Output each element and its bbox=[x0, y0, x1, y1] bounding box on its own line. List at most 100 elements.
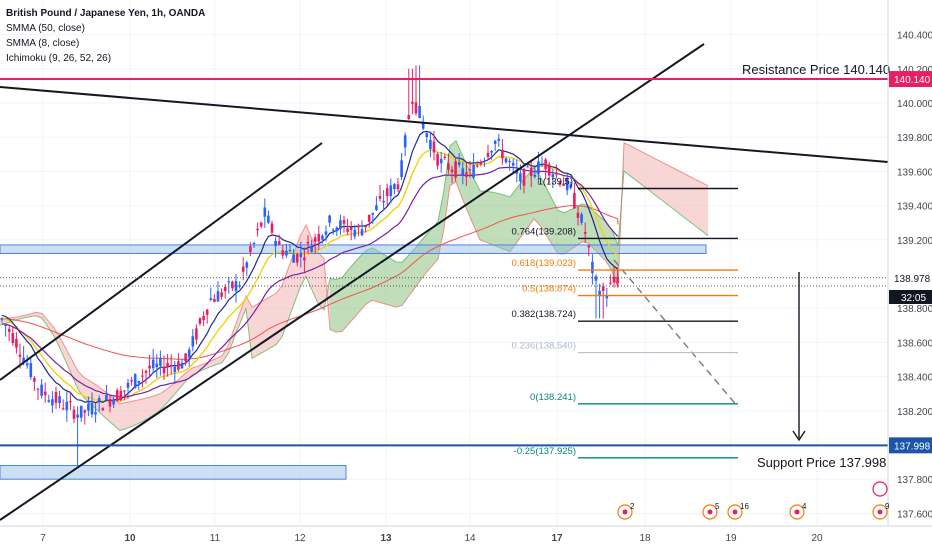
candle-body[interactable] bbox=[259, 222, 263, 227]
candle-body[interactable] bbox=[72, 409, 76, 419]
channel-lower-line[interactable] bbox=[0, 43, 705, 521]
downtrend-line[interactable] bbox=[0, 86, 889, 163]
candle-body[interactable] bbox=[173, 366, 177, 373]
candle-body[interactable] bbox=[429, 139, 432, 150]
candle-body[interactable] bbox=[591, 261, 594, 274]
candle-body[interactable] bbox=[141, 375, 144, 377]
uk-flag-icon[interactable] bbox=[872, 481, 888, 497]
candle-body[interactable] bbox=[4, 324, 7, 327]
candle-body[interactable] bbox=[504, 158, 508, 163]
candle-body[interactable] bbox=[263, 207, 267, 217]
candle-body[interactable] bbox=[565, 178, 569, 191]
legend-smma50[interactable]: SMMA (50, close) bbox=[6, 23, 85, 34]
candle-body[interactable] bbox=[403, 135, 407, 148]
candle-body[interactable] bbox=[349, 226, 353, 230]
candle-body[interactable] bbox=[213, 298, 216, 302]
candle-body[interactable] bbox=[256, 228, 259, 231]
candle-body[interactable] bbox=[609, 282, 612, 284]
legend-smma8[interactable]: SMMA (8, close) bbox=[6, 38, 80, 49]
candle-body[interactable] bbox=[465, 172, 468, 177]
candle-body[interactable] bbox=[97, 398, 101, 402]
candle-body[interactable] bbox=[36, 388, 40, 390]
candle-body[interactable] bbox=[249, 246, 252, 253]
candle-body[interactable] bbox=[389, 185, 393, 197]
fib-retracement[interactable]: 1(139.5) 0.764(139.208) 0.618(139.023) 0.5(… bbox=[512, 177, 738, 459]
candle-body[interactable] bbox=[367, 214, 371, 222]
channel-upper-line[interactable] bbox=[0, 142, 323, 381]
candle-body[interactable] bbox=[184, 353, 187, 362]
candles[interactable] bbox=[0, 65, 619, 466]
candle-body[interactable] bbox=[123, 390, 126, 392]
candle-body[interactable] bbox=[202, 316, 205, 321]
candle-body[interactable] bbox=[177, 361, 180, 370]
candle-body[interactable] bbox=[151, 359, 155, 369]
candle-body[interactable] bbox=[180, 362, 184, 369]
candle-body[interactable] bbox=[335, 227, 339, 232]
candle-body[interactable] bbox=[364, 225, 367, 228]
symbol-title[interactable]: British Pound / Japanese Yen, 1h, OANDA bbox=[6, 8, 206, 19]
candle-body[interactable] bbox=[313, 237, 317, 242]
candle-body[interactable] bbox=[119, 390, 123, 401]
candle-body[interactable] bbox=[288, 249, 292, 252]
candle-body[interactable] bbox=[551, 174, 555, 178]
candle-body[interactable] bbox=[331, 229, 335, 231]
candle-body[interactable] bbox=[198, 318, 202, 324]
candle-body[interactable] bbox=[191, 336, 195, 347]
candle-body[interactable] bbox=[342, 220, 346, 224]
candle-body[interactable] bbox=[227, 281, 231, 283]
candle-body[interactable] bbox=[601, 286, 605, 292]
candle-body[interactable] bbox=[375, 205, 378, 211]
candle-body[interactable] bbox=[490, 151, 493, 153]
candle-body[interactable] bbox=[18, 354, 22, 357]
candle-body[interactable] bbox=[346, 228, 349, 232]
candle-body[interactable] bbox=[576, 212, 580, 218]
candle-body[interactable] bbox=[79, 405, 83, 418]
candle-body[interactable] bbox=[245, 262, 249, 268]
candle-body[interactable] bbox=[306, 241, 310, 244]
candle-body[interactable] bbox=[328, 215, 331, 223]
candle-body[interactable] bbox=[69, 401, 72, 403]
candle-body[interactable] bbox=[421, 122, 425, 129]
candle-body[interactable] bbox=[493, 140, 497, 144]
candle-body[interactable] bbox=[220, 292, 223, 297]
candle-body[interactable] bbox=[241, 266, 245, 272]
candle-body[interactable] bbox=[33, 377, 36, 382]
candle-body[interactable] bbox=[508, 160, 511, 162]
candle-body[interactable] bbox=[544, 159, 547, 170]
candle-body[interactable] bbox=[547, 164, 551, 176]
candle-body[interactable] bbox=[101, 408, 105, 411]
candle-body[interactable] bbox=[11, 333, 15, 343]
candle-body[interactable] bbox=[616, 276, 619, 284]
price-axis[interactable]: 140.400 140.200 140.000 139.800 139.600 139.4… bbox=[887, 0, 932, 526]
candle-body[interactable] bbox=[400, 160, 403, 178]
candle-body[interactable] bbox=[555, 173, 558, 175]
candle-body[interactable] bbox=[360, 229, 364, 236]
candle-body[interactable] bbox=[529, 167, 533, 177]
candle-body[interactable] bbox=[537, 161, 540, 174]
candle-body[interactable] bbox=[339, 220, 342, 229]
candle-body[interactable] bbox=[115, 390, 119, 402]
candle-body[interactable] bbox=[501, 149, 504, 159]
candle-body[interactable] bbox=[87, 403, 90, 411]
candle-body[interactable] bbox=[274, 240, 277, 246]
candle-body[interactable] bbox=[450, 169, 454, 172]
candle-body[interactable] bbox=[533, 174, 537, 177]
candle-body[interactable] bbox=[526, 166, 529, 168]
candle-body[interactable] bbox=[475, 165, 479, 167]
candle-body[interactable] bbox=[605, 295, 609, 299]
candle-body[interactable] bbox=[414, 102, 418, 114]
candle-body[interactable] bbox=[396, 184, 400, 190]
candle-body[interactable] bbox=[270, 223, 274, 233]
candle-body[interactable] bbox=[159, 358, 162, 366]
candle-body[interactable] bbox=[205, 309, 209, 315]
candle-body[interactable] bbox=[461, 168, 465, 175]
candle-body[interactable] bbox=[108, 398, 112, 407]
candle-body[interactable] bbox=[486, 152, 490, 157]
candle-body[interactable] bbox=[411, 101, 414, 104]
candle-body[interactable] bbox=[195, 328, 198, 340]
candle-body[interactable] bbox=[0, 318, 4, 320]
candle-body[interactable] bbox=[519, 173, 522, 182]
candle-body[interactable] bbox=[166, 362, 169, 368]
price-zone[interactable] bbox=[0, 465, 347, 480]
candle-body[interactable] bbox=[155, 363, 159, 368]
